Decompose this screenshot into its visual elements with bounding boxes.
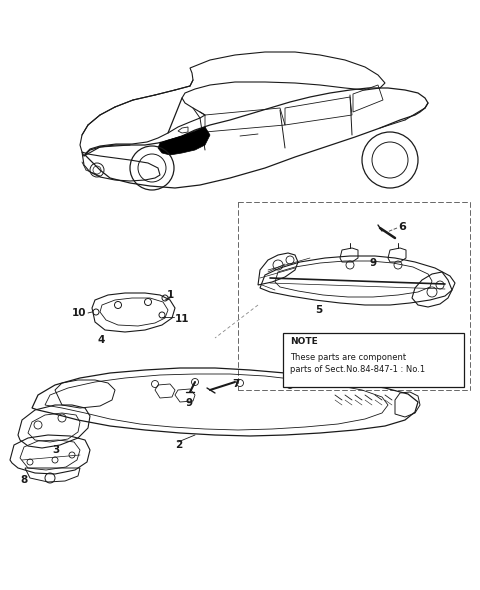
- Text: 6: 6: [398, 222, 406, 232]
- Text: NOTE: NOTE: [290, 337, 318, 346]
- Text: parts of Sect.No.84-847-1 : No.1: parts of Sect.No.84-847-1 : No.1: [290, 365, 425, 374]
- Text: 10: 10: [72, 308, 86, 318]
- Text: 5: 5: [315, 305, 322, 315]
- Text: 4: 4: [97, 335, 104, 345]
- Text: 9: 9: [185, 398, 192, 408]
- Polygon shape: [158, 127, 210, 155]
- Text: 11: 11: [175, 314, 190, 324]
- FancyBboxPatch shape: [283, 333, 464, 387]
- Text: 9: 9: [370, 258, 377, 268]
- Text: 7: 7: [232, 379, 240, 389]
- Text: 1: 1: [167, 290, 174, 300]
- Text: 2: 2: [175, 440, 182, 450]
- Text: 8: 8: [20, 475, 27, 485]
- Text: 3: 3: [52, 445, 59, 455]
- Text: These parts are component: These parts are component: [290, 353, 406, 362]
